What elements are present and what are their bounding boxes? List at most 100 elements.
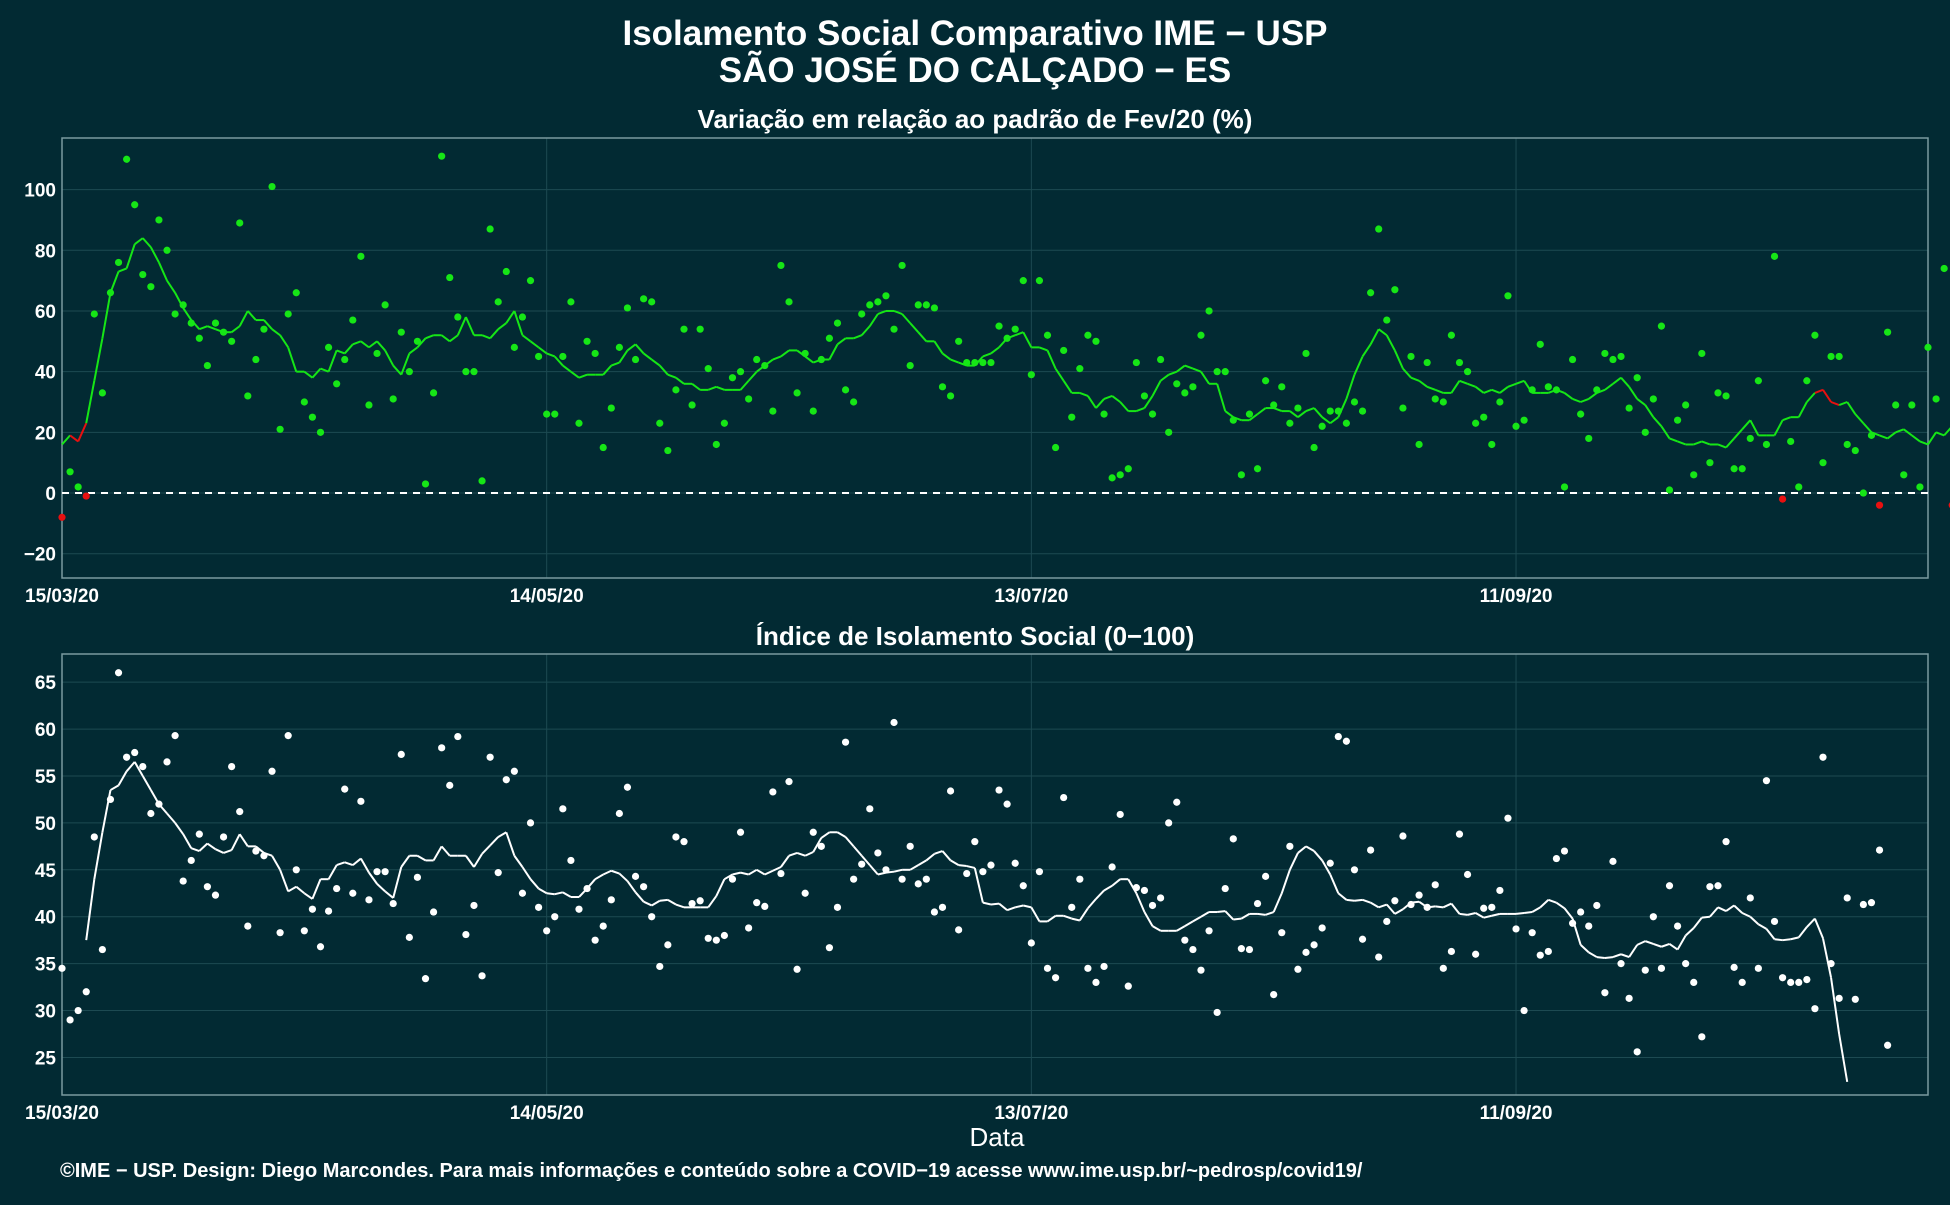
index-moving-average-segment <box>1813 918 1824 939</box>
variation-data-point <box>244 392 252 400</box>
variation-moving-average-segment <box>287 347 298 372</box>
variation-data-point <box>801 349 809 358</box>
variation-moving-average-segment <box>1628 386 1639 400</box>
variation-moving-average-segment <box>1854 413 1865 424</box>
variation-data-point <box>1383 316 1391 324</box>
variation-data-point <box>1205 307 1213 315</box>
index-moving-average-segment <box>1192 915 1202 923</box>
index-moving-average-segment <box>909 864 919 871</box>
variation-data-point <box>753 355 761 364</box>
variation-moving-average-segment <box>1321 416 1331 425</box>
variation-data-point <box>1770 252 1779 260</box>
index-moving-average-segment <box>772 866 782 872</box>
variation-moving-average-segment <box>634 343 645 355</box>
index-moving-average-segment <box>1467 911 1476 916</box>
variation-data-point <box>284 310 292 318</box>
variation-data-point <box>454 313 462 321</box>
index-moving-average-segment <box>182 833 193 849</box>
index-moving-average-segment <box>529 878 540 890</box>
variation-data-point <box>850 398 858 406</box>
x-axis-label: Data <box>970 1122 1025 1152</box>
index-moving-average-segment <box>1749 915 1760 925</box>
variation-moving-average-segment <box>125 243 136 269</box>
variation-moving-average-segment <box>578 373 588 379</box>
variation-moving-average-segment <box>1079 391 1089 397</box>
variation-data-point <box>551 410 559 418</box>
variation-data-point <box>995 322 1003 330</box>
variation-moving-average-segment <box>1369 328 1380 345</box>
variation-moving-average-segment <box>990 346 1000 355</box>
variation-data-point <box>1835 352 1843 361</box>
variation-moving-average-segment <box>1797 401 1808 418</box>
variation-moving-average-segment <box>1224 410 1234 418</box>
variation-moving-average-segment <box>1895 428 1905 434</box>
index-moving-average-segment <box>554 891 564 896</box>
index-moving-average-segment <box>982 901 992 906</box>
variation-moving-average-segment <box>853 334 863 340</box>
index-moving-average-segment <box>1515 911 1525 915</box>
index-data-point <box>1528 929 1536 937</box>
variation-moving-average-segment <box>384 349 395 367</box>
index-moving-average-segment <box>1555 901 1566 910</box>
variation-x-tick-label: 13/07/20 <box>994 586 1068 607</box>
index-data-point <box>922 875 930 883</box>
variation-moving-average-segment <box>1054 368 1065 382</box>
variation-data-point <box>1068 413 1076 421</box>
index-data-point <box>1504 814 1512 822</box>
index-data-point <box>1294 965 1302 973</box>
variation-moving-average-segment <box>1022 331 1033 348</box>
index-data-point <box>1197 966 1205 974</box>
variation-moving-average-segment <box>554 355 564 367</box>
variation-data-point <box>268 182 276 191</box>
index-moving-average-segment <box>675 903 685 909</box>
variation-moving-average-segment <box>1911 434 1921 443</box>
index-moving-average-segment <box>1692 917 1703 929</box>
variation-moving-average-segment <box>449 334 459 343</box>
index-data-point <box>979 868 987 876</box>
variation-moving-average-segment <box>1046 350 1057 370</box>
index-moving-average-segment <box>812 837 823 853</box>
index-moving-average-segment <box>352 857 362 866</box>
index-moving-average-segment <box>860 855 871 866</box>
variation-moving-average-segment <box>1151 380 1162 397</box>
index-data-point <box>1463 870 1472 879</box>
variation-moving-average-segment <box>513 310 524 336</box>
variation-moving-average-segment <box>376 340 386 352</box>
variation-moving-average-segment <box>1176 364 1186 373</box>
index-data-point <box>58 964 66 972</box>
variation-moving-average-segment <box>1927 431 1937 446</box>
variation-data-point <box>1488 440 1496 449</box>
variation-data-point <box>1803 377 1811 385</box>
index-data-point <box>591 936 599 944</box>
index-data-point <box>300 927 308 935</box>
variation-moving-average-segment <box>1014 331 1024 337</box>
index-moving-average-segment <box>1257 912 1266 916</box>
index-data-point <box>365 896 373 904</box>
variation-data-point <box>736 368 745 376</box>
index-moving-average-segment <box>1152 925 1162 932</box>
index-moving-average-segment <box>255 845 265 854</box>
variation-moving-average-segment <box>1184 364 1194 370</box>
variation-moving-average-segment <box>1806 392 1816 403</box>
index-moving-average-segment <box>198 842 209 852</box>
variation-data-point <box>623 304 632 312</box>
index-data-point <box>1342 737 1350 745</box>
index-data-point <box>454 732 462 741</box>
variation-data-point <box>228 337 236 345</box>
index-moving-average-segment <box>1200 911 1210 918</box>
variation-moving-average-segment <box>343 343 354 355</box>
index-data-point <box>1334 732 1342 741</box>
variation-data-point <box>1140 392 1149 400</box>
variation-moving-average-segment <box>1652 416 1663 427</box>
variation-data-point <box>1181 389 1189 397</box>
variation-data-point <box>1132 358 1140 367</box>
variation-data-point <box>914 301 922 309</box>
variation-moving-average-segment <box>327 350 338 373</box>
variation-data-point <box>1520 416 1528 424</box>
variation-moving-average-segment <box>1159 373 1170 382</box>
index-moving-average-segment <box>1539 899 1550 909</box>
variation-data-point <box>1019 277 1027 285</box>
index-data-point <box>672 833 680 841</box>
index-data-point <box>1601 989 1609 997</box>
index-moving-average-segment <box>966 865 976 869</box>
